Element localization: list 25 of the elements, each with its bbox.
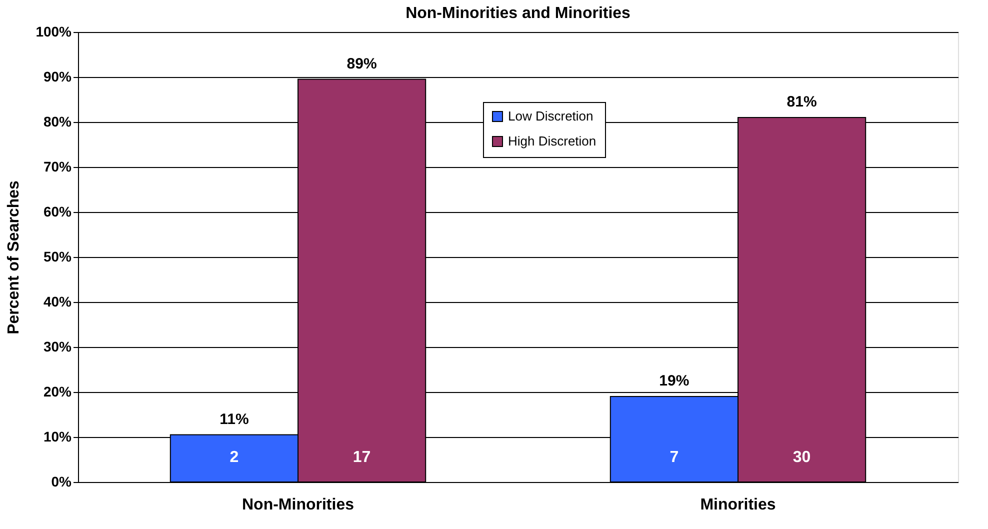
y-tick-label: 40% xyxy=(43,294,72,310)
y-tick-label: 30% xyxy=(43,338,72,354)
x-tick-label: Non-Minorities xyxy=(242,496,354,514)
y-tick-label: 20% xyxy=(43,384,72,400)
legend-label: Low Discretion xyxy=(508,108,594,124)
legend-label: High Discretion xyxy=(508,134,596,148)
data-label: 11% xyxy=(220,410,249,428)
y-tick-label: 70% xyxy=(43,158,72,174)
data-label: 89% xyxy=(346,55,377,72)
y-tick-label: 50% xyxy=(43,248,72,264)
chart-title: Non-Minorities and Minorities xyxy=(406,5,631,22)
annotation: 7 xyxy=(670,449,679,466)
x-tick-label: Minorities xyxy=(700,496,776,514)
y-tick-label: 60% xyxy=(43,204,72,220)
annotation: 30 xyxy=(792,449,811,466)
y-tick-label: 100% xyxy=(36,24,72,40)
y-tick-label: 0% xyxy=(51,474,72,490)
annotation: 2 xyxy=(230,449,239,466)
data-label: 81% xyxy=(786,94,817,110)
y-tick-label: 10% xyxy=(43,428,72,444)
y-tick-label: 90% xyxy=(43,68,72,84)
y-axis-title: Percent of Searches xyxy=(6,180,23,334)
data-label: 19% xyxy=(659,372,690,390)
y-tick-label: 80% xyxy=(43,114,72,130)
annotation: 17 xyxy=(352,449,371,466)
